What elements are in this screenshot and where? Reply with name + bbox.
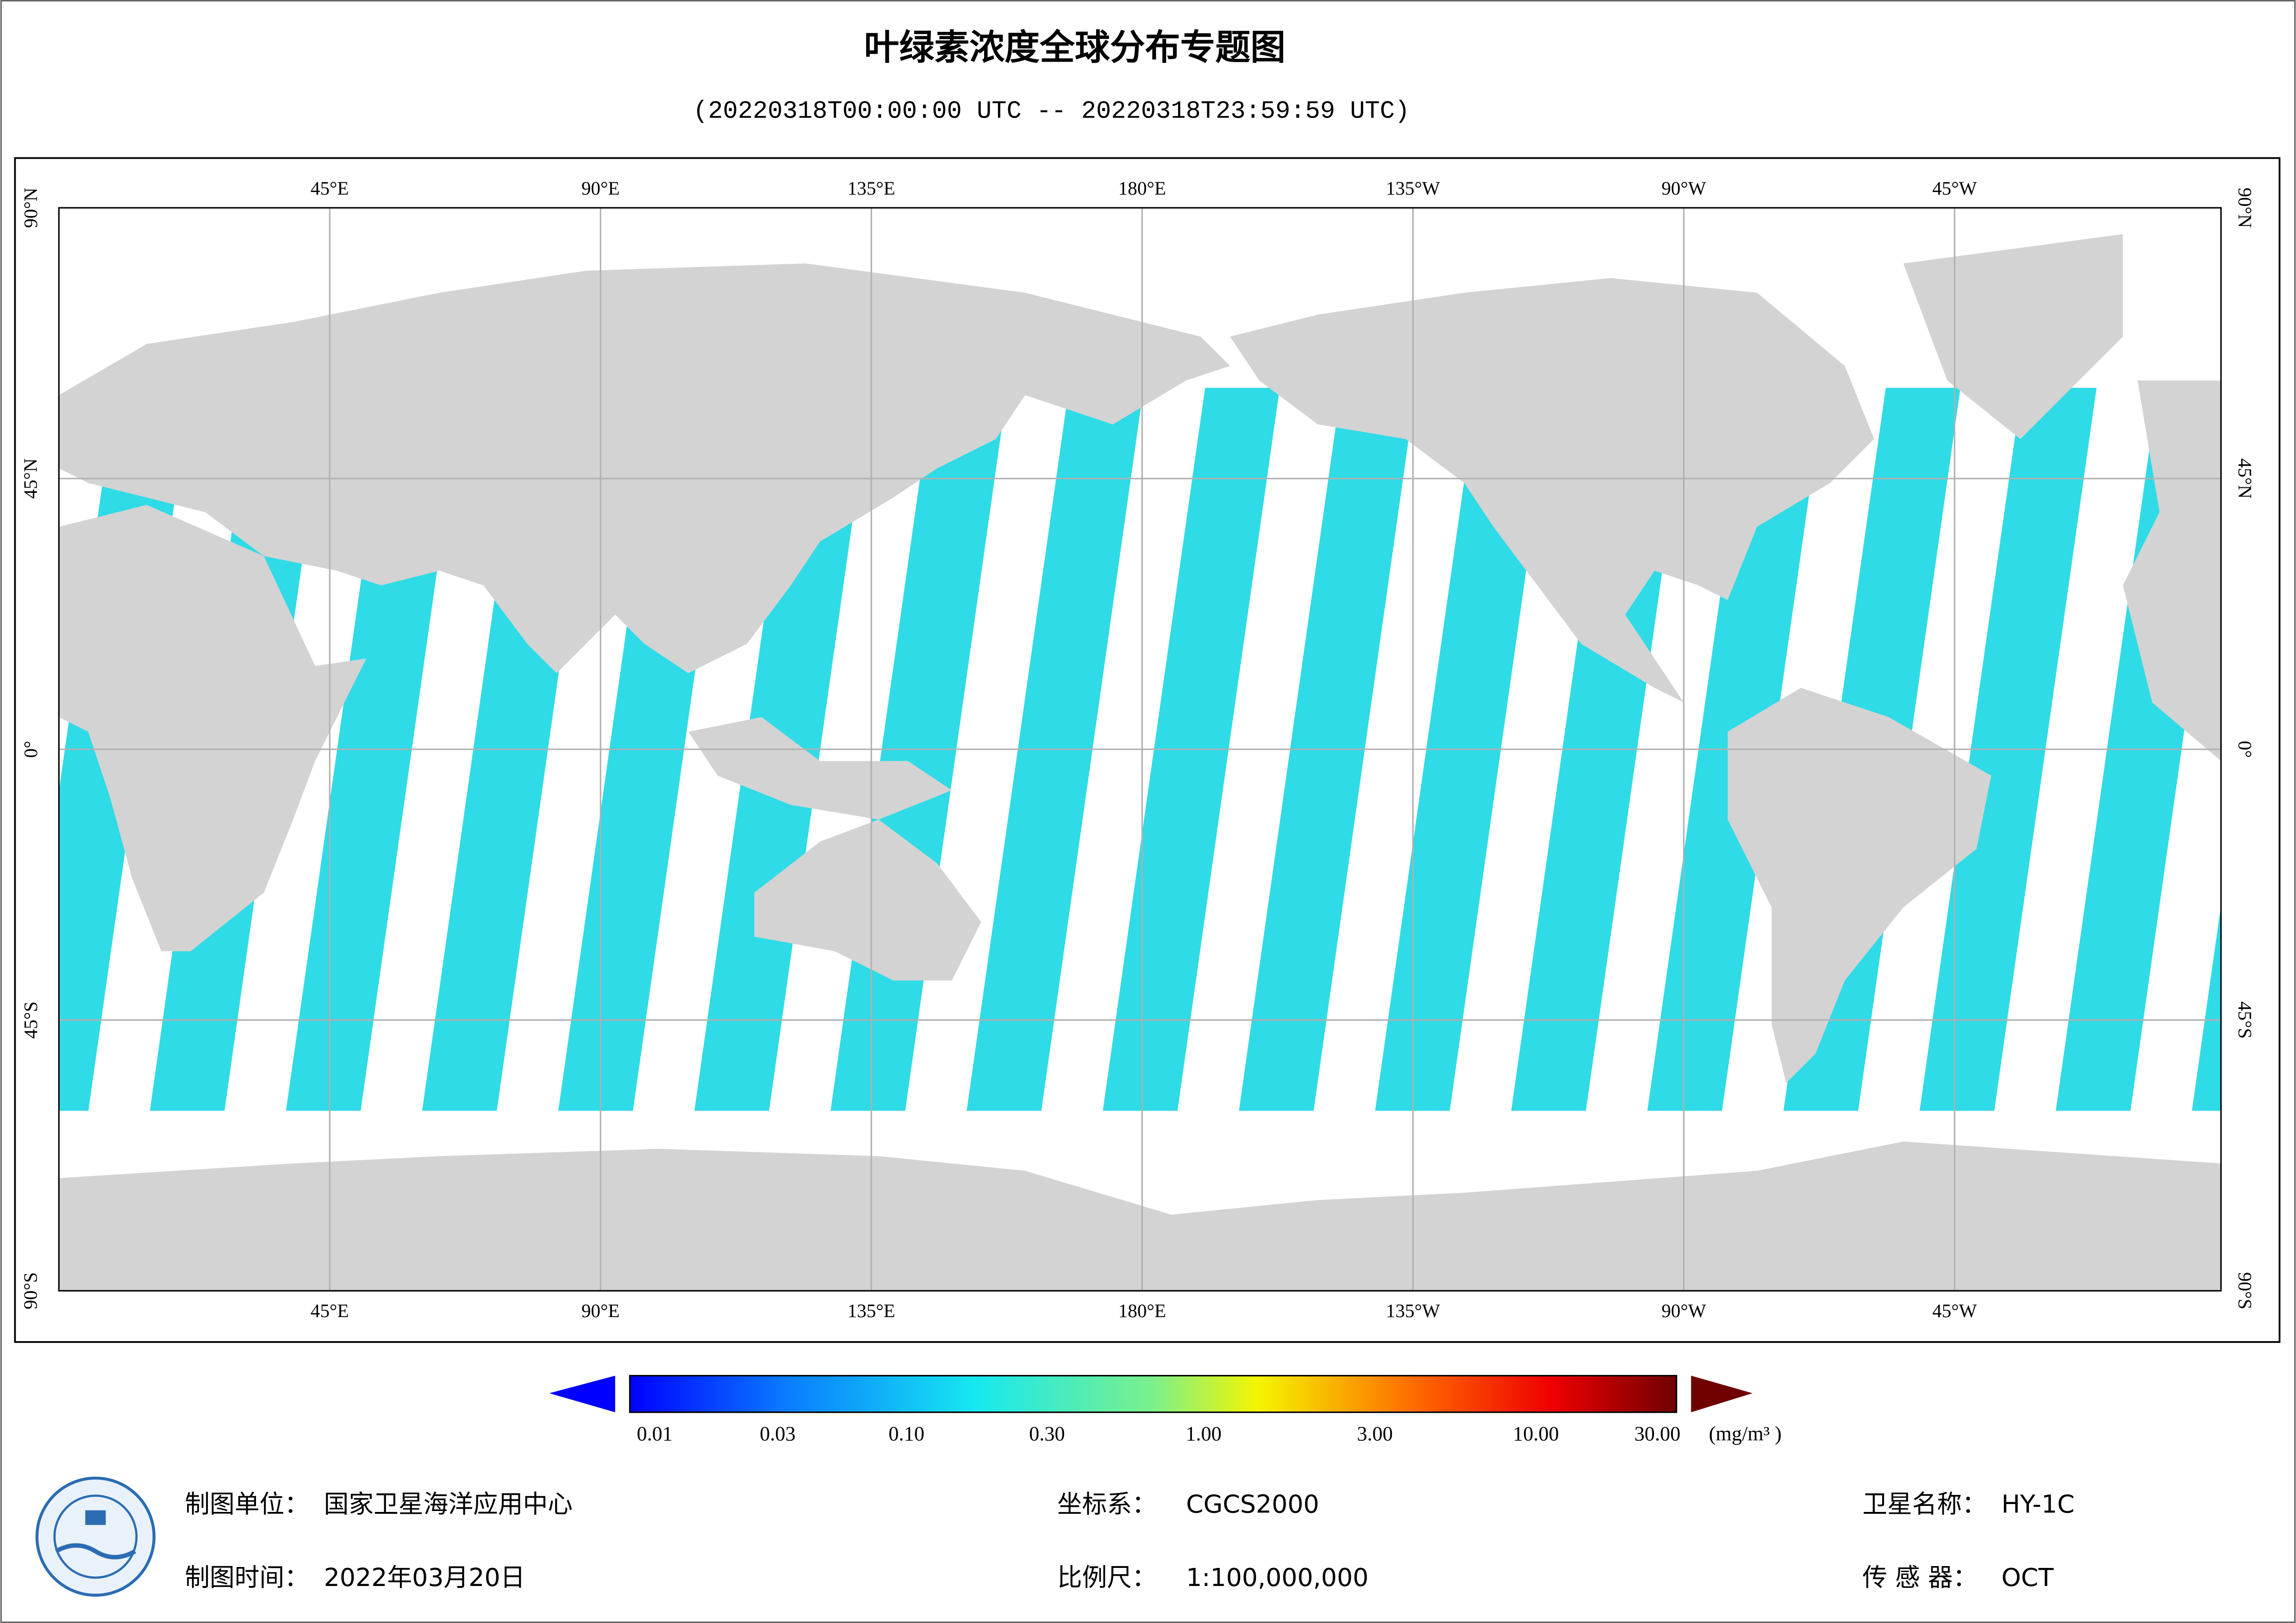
map-neatline: [58, 207, 2222, 1292]
coordinate-labels: 45°E 45°E 90°E 90°E 135°E 135°E 180°E 180°E 135°…: [20, 178, 2256, 1321]
colorbar-label: 0.01: [637, 1422, 673, 1445]
longitude-label: 90°W: [1661, 1300, 1706, 1321]
latitude-label: 0°: [2234, 741, 2256, 758]
info-value: OCT: [2002, 1563, 2054, 1592]
longitude-label: 45°W: [1932, 1300, 1977, 1321]
australia: [754, 819, 981, 981]
longitude-label: 135°W: [1386, 178, 1440, 199]
longitude-label: 180°E: [1118, 178, 1166, 199]
colorbar-unit: (mg/m³ ): [1709, 1422, 1782, 1445]
colorbar-labels: 0.01 0.03 0.10 0.30 1.00 3.00 10.00 30.00: [637, 1422, 1681, 1445]
longitude-label: 180°E: [1118, 1300, 1166, 1321]
africa: [59, 504, 367, 951]
latitude-label: 45°S: [20, 1001, 41, 1038]
colorbar-label: 3.00: [1357, 1422, 1392, 1445]
latitude-label: 90°N: [2234, 187, 2256, 228]
longitude-label: 135°E: [848, 178, 895, 199]
info-value: 1:100,000,000: [1186, 1563, 1368, 1592]
info-value: 国家卫星海洋应用中心: [324, 1490, 573, 1519]
latitude-label: 0°: [20, 741, 41, 758]
europe-africa-west: [2123, 380, 2221, 761]
longitude-label: 45°W: [1932, 178, 1977, 199]
longitude-label: 45°E: [311, 178, 349, 199]
colorbar-low-arrow: [549, 1375, 615, 1412]
info-value: CGCS2000: [1186, 1490, 1319, 1519]
info-value: HY-1C: [2002, 1490, 2075, 1519]
longitude-label: 90°E: [581, 178, 620, 199]
colorbar-label: 1.00: [1185, 1422, 1221, 1445]
map-subtitle: (20220318T00:00:00 UTC -- 20220318T23:59…: [693, 98, 1410, 126]
colorbar-label: 0.03: [760, 1422, 795, 1445]
greenland: [1903, 234, 2123, 439]
colorbar-label: 10.00: [1513, 1422, 1559, 1445]
info-label: 传 感 器：: [1862, 1563, 1978, 1592]
latitude-label: 90°S: [20, 1272, 41, 1309]
colorbar-label: 30.00: [1635, 1422, 1681, 1445]
north-america: [1230, 278, 1874, 703]
logo: [35, 1476, 156, 1597]
south-america: [1728, 688, 1991, 1083]
info-label: 卫星名称：: [1862, 1490, 1987, 1519]
longitude-label: 90°E: [581, 1300, 620, 1321]
info-label: 制图单位：: [185, 1490, 309, 1519]
colorbar-label: 0.10: [888, 1422, 924, 1445]
longitude-label: 45°E: [311, 1300, 349, 1321]
latitude-label: 45°N: [20, 458, 41, 498]
land: [59, 234, 2221, 1291]
colorbar-high-arrow: [1691, 1375, 1753, 1412]
info-label: 比例尺：: [1057, 1563, 1157, 1592]
eurasia: [59, 263, 1230, 673]
latitude-label: 45°S: [2234, 1001, 2256, 1038]
colorbar: [629, 1374, 1678, 1413]
info-label: 坐标系：: [1057, 1490, 1157, 1519]
latitude-label: 90°N: [20, 187, 41, 228]
latitude-label: 90°S: [2234, 1272, 2256, 1309]
colorbar-label: 0.30: [1029, 1422, 1065, 1445]
info-value: 2022年03月20日: [324, 1563, 525, 1592]
longitude-label: 135°W: [1386, 1300, 1440, 1321]
map-title: 叶绿素浓度全球分布专题图: [864, 27, 1286, 68]
graticule: [59, 208, 2221, 1291]
longitude-label: 90°W: [1661, 178, 1706, 199]
antarctica: [59, 1141, 2221, 1291]
info-label: 制图时间：: [185, 1563, 309, 1592]
latitude-label: 45°N: [2234, 458, 2256, 498]
map-body: [59, 208, 2221, 1291]
longitude-label: 135°E: [848, 1300, 895, 1321]
map-frame: [14, 157, 2281, 1343]
indonesia: [688, 717, 952, 820]
